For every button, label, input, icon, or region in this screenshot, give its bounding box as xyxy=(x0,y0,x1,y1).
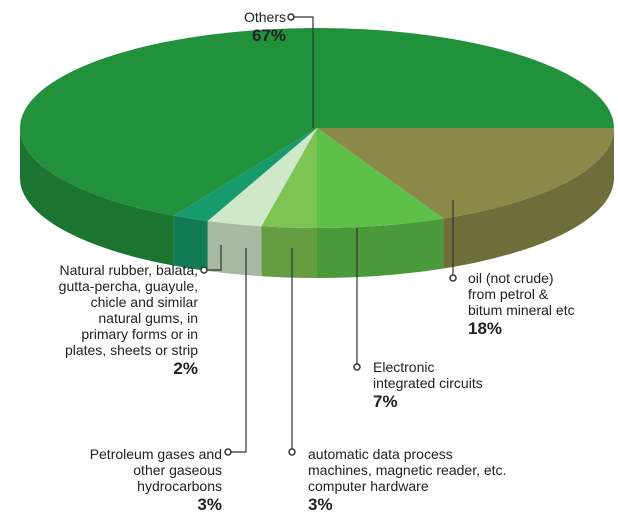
slice-side xyxy=(261,226,317,278)
leader-dot xyxy=(287,13,295,21)
label: automatic data process machines, magneti… xyxy=(308,446,506,515)
slice-side xyxy=(443,128,614,269)
category-label: oil (not crude) from petrol & bitum mine… xyxy=(468,270,575,318)
value-label: 2% xyxy=(173,359,198,378)
leader-line xyxy=(204,245,222,271)
leaders xyxy=(200,13,457,456)
leader-dot xyxy=(353,363,361,371)
leader-line xyxy=(228,248,247,453)
label: Electronic integrated circuits 7% xyxy=(373,359,483,412)
label: Others 67% xyxy=(244,9,286,46)
category-label: Natural rubber, balata, gutta-percha, gu… xyxy=(58,262,198,358)
category-label: Electronic integrated circuits xyxy=(373,359,483,391)
slice-side xyxy=(317,218,444,278)
slice-side xyxy=(173,215,208,271)
slice xyxy=(261,128,317,228)
slice xyxy=(207,128,317,227)
category-label: Others xyxy=(243,9,286,25)
label: Petroleum gases and other gaseous hydroc… xyxy=(90,446,222,515)
label: Natural rubber, balata, gutta-percha, gu… xyxy=(59,262,198,379)
slice-side xyxy=(207,220,262,277)
leader-dot xyxy=(224,448,232,456)
value-label: 3% xyxy=(308,495,333,514)
slice-side xyxy=(20,128,174,266)
slice xyxy=(173,128,317,221)
slice xyxy=(317,128,444,228)
category-label: Petroleum gases and other gaseous hydroc… xyxy=(89,446,222,494)
leader-dot xyxy=(449,274,457,282)
leader-dot xyxy=(288,448,296,456)
leader-line xyxy=(291,16,314,128)
slice xyxy=(317,128,614,219)
value-label: 18% xyxy=(468,319,503,338)
category-label: automatic data process machines, magneti… xyxy=(308,446,507,494)
label: oil (not crude) from petrol & bitum mine… xyxy=(468,270,575,339)
pie xyxy=(20,27,615,278)
value-label: 7% xyxy=(373,392,398,411)
slice xyxy=(20,27,615,216)
leader-dot xyxy=(200,266,208,274)
value-label: 3% xyxy=(197,495,222,514)
value-label: 67% xyxy=(251,26,286,45)
